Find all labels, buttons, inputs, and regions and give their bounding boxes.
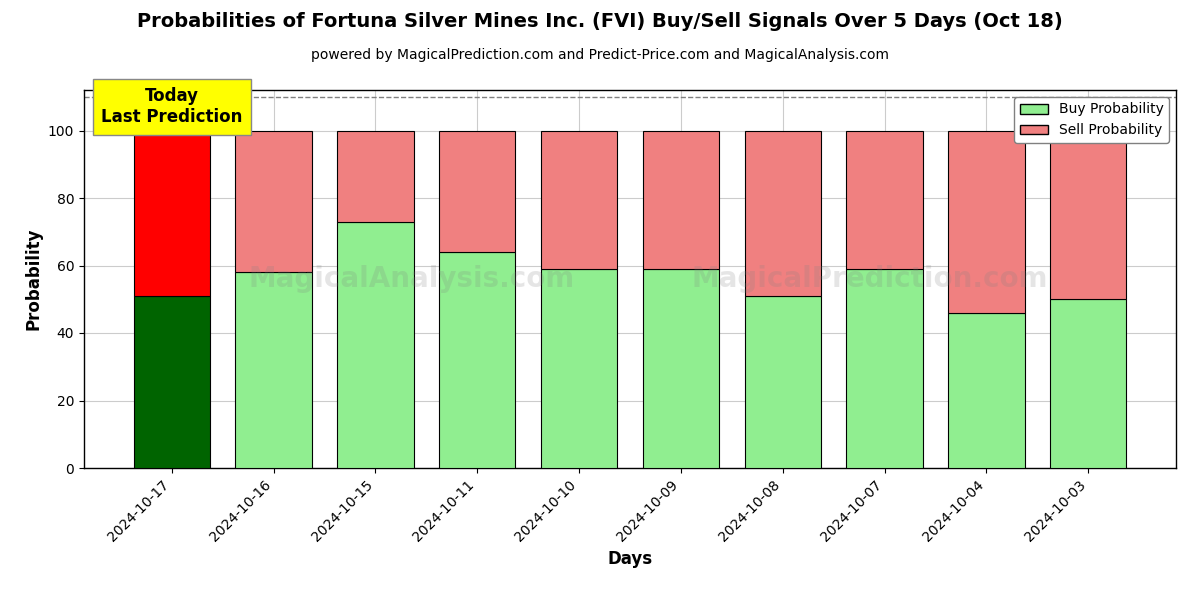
Text: MagicalPrediction.com: MagicalPrediction.com — [692, 265, 1049, 293]
Bar — [1050, 299, 1127, 468]
Bar — [948, 130, 1025, 313]
Bar — [235, 272, 312, 468]
Bar — [744, 130, 821, 296]
Text: MagicalAnalysis.com: MagicalAnalysis.com — [248, 265, 575, 293]
Bar — [133, 130, 210, 296]
Bar — [337, 221, 414, 468]
Bar — [439, 252, 516, 468]
Bar — [744, 296, 821, 468]
Bar — [1050, 130, 1127, 299]
Text: Today
Last Prediction: Today Last Prediction — [101, 88, 242, 126]
Bar — [948, 313, 1025, 468]
Bar — [643, 130, 719, 269]
Bar — [133, 296, 210, 468]
Bar — [541, 269, 617, 468]
Bar — [337, 130, 414, 221]
Legend: Buy Probability, Sell Probability: Buy Probability, Sell Probability — [1014, 97, 1169, 143]
Bar — [846, 269, 923, 468]
Bar — [235, 130, 312, 272]
Bar — [439, 130, 516, 252]
Bar — [846, 130, 923, 269]
Text: Probabilities of Fortuna Silver Mines Inc. (FVI) Buy/Sell Signals Over 5 Days (O: Probabilities of Fortuna Silver Mines In… — [137, 12, 1063, 31]
Bar — [541, 130, 617, 269]
X-axis label: Days: Days — [607, 550, 653, 568]
Bar — [643, 269, 719, 468]
Text: powered by MagicalPrediction.com and Predict-Price.com and MagicalAnalysis.com: powered by MagicalPrediction.com and Pre… — [311, 48, 889, 62]
Y-axis label: Probability: Probability — [24, 228, 42, 330]
